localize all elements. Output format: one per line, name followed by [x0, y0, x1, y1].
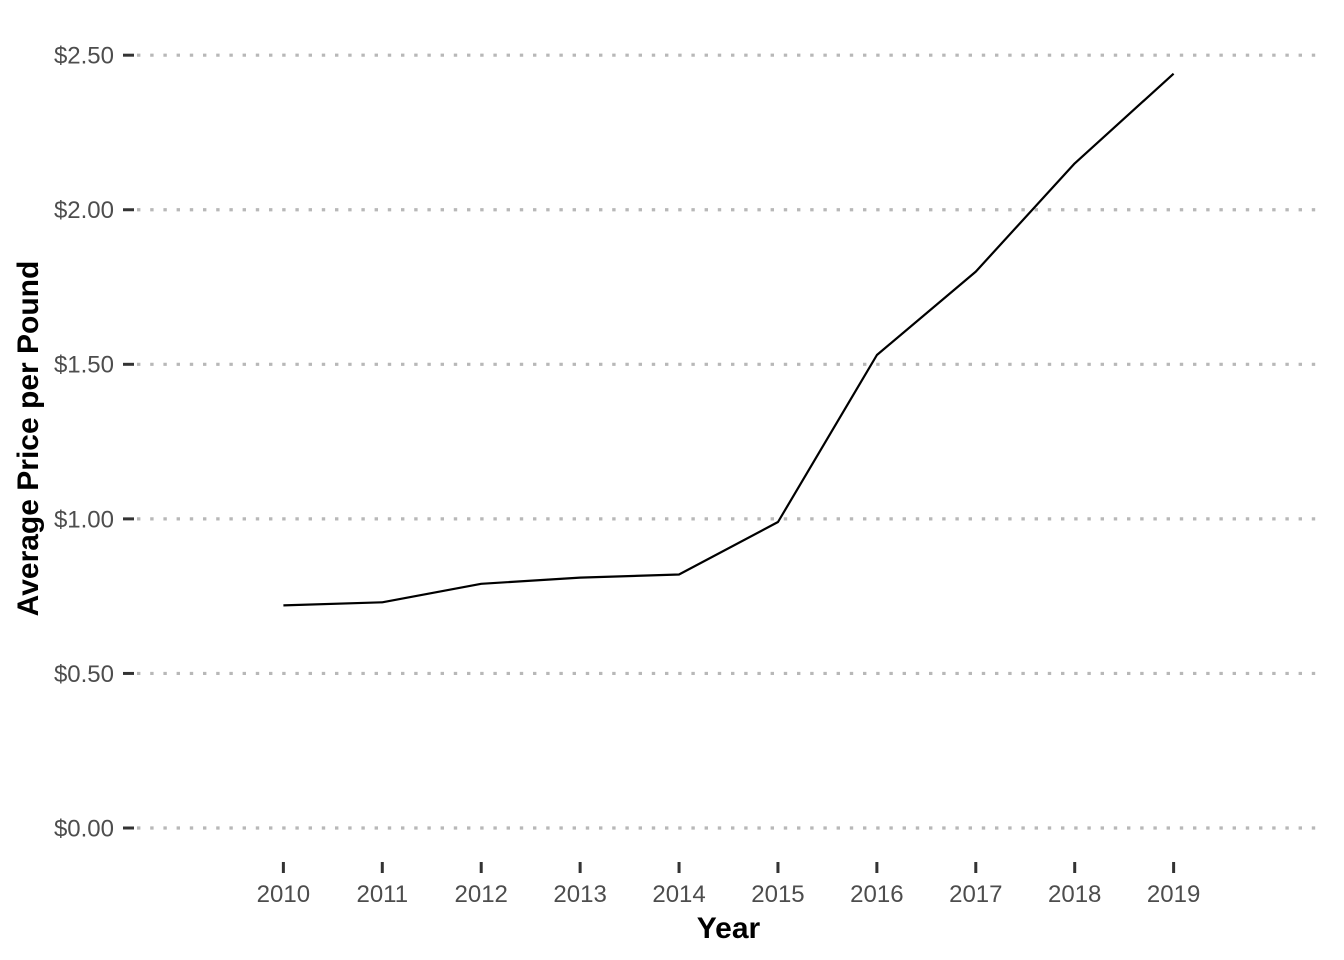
x-tick-label: 2019 [1147, 881, 1200, 908]
x-tick-label: 2015 [751, 881, 804, 908]
tick-label-layer: $0.00 $0.50 $1.00 $1.50 $2.00 $2.50 2010 2011 20… [54, 43, 1200, 908]
x-tick-label: 2011 [356, 881, 408, 908]
x-tick-label: 2012 [455, 881, 508, 908]
x-tick-label: 2018 [1048, 881, 1101, 908]
y-axis-title: Average Price per Pound [12, 261, 45, 617]
y-tick-label: $2.00 [54, 197, 114, 224]
x-tick-label: 2013 [553, 881, 606, 908]
y-tick-label: $0.00 [54, 815, 114, 842]
x-tick-label: 2010 [257, 881, 310, 908]
gridline-layer [137, 53, 1322, 830]
x-axis-title: Year [697, 912, 761, 945]
y-tick-label: $1.00 [54, 506, 114, 533]
y-tick-label: $0.50 [54, 661, 114, 688]
y-tick-label: $2.50 [54, 43, 114, 70]
y-tick-label: $1.50 [54, 352, 114, 379]
x-tick-label: 2014 [652, 881, 705, 908]
tick-mark-layer [123, 53, 1176, 873]
price-line-series [283, 72, 1175, 607]
x-tick-label: 2016 [850, 881, 903, 908]
x-tick-label: 2017 [949, 881, 1002, 908]
